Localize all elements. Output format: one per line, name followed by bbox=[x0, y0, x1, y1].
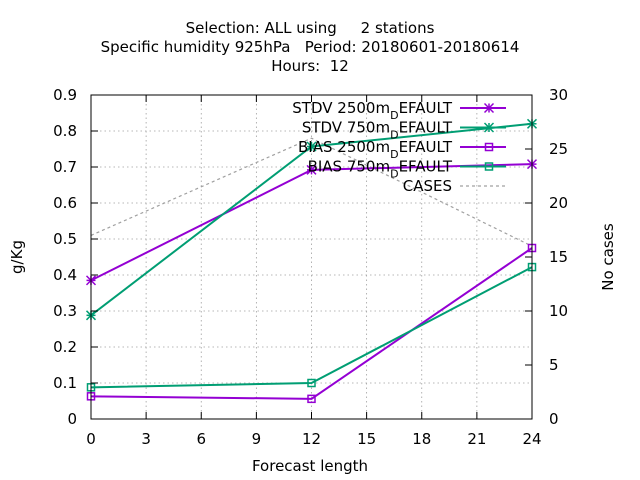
chart-title: Selection: ALL using 2 stations Specific… bbox=[101, 19, 520, 75]
legend-name: BIAS 750m bbox=[308, 158, 391, 176]
y2-tick-label: 15 bbox=[549, 248, 568, 266]
legend-name: BIAS 2500m bbox=[298, 138, 390, 156]
series-line bbox=[90, 137, 533, 247]
data-point bbox=[307, 378, 316, 388]
legend-item-cases: CASES bbox=[403, 177, 506, 195]
x-tick-label: 15 bbox=[357, 430, 376, 448]
series-line bbox=[90, 247, 533, 400]
y2-tick-label: 5 bbox=[549, 356, 559, 374]
legend-label: STDV 2500mDEFAULT bbox=[292, 99, 453, 122]
y-tick-label: 0.6 bbox=[53, 194, 77, 212]
x-tick-label: 9 bbox=[252, 430, 262, 448]
marker-stroke bbox=[483, 102, 495, 114]
legend-subscript: D bbox=[390, 129, 398, 142]
y-tick-label: 0.4 bbox=[53, 266, 77, 284]
legend-marker bbox=[484, 142, 494, 152]
y-tick-label: 0.5 bbox=[53, 230, 77, 248]
legend-suffix: EFAULT bbox=[399, 138, 453, 156]
legend-subscript: D bbox=[390, 148, 398, 161]
x-tick-label: 0 bbox=[86, 430, 96, 448]
y2-tick-label: 10 bbox=[549, 302, 568, 320]
legend-label: STDV 750mDEFAULT bbox=[302, 119, 453, 142]
legend-label: CASES bbox=[403, 177, 452, 195]
series-cases bbox=[90, 137, 533, 247]
x-tick-label: 3 bbox=[141, 430, 151, 448]
marker-stroke bbox=[306, 164, 317, 175]
series-line bbox=[90, 266, 533, 389]
y2-tick-label: 25 bbox=[549, 140, 568, 158]
y-tick-label: 0.3 bbox=[53, 302, 77, 320]
y-tick-label: 0.7 bbox=[53, 158, 77, 176]
y2-tick-label: 20 bbox=[549, 194, 568, 212]
y-tick-label: 0.8 bbox=[53, 122, 77, 140]
data-point bbox=[306, 141, 317, 152]
legend-suffix: EFAULT bbox=[399, 119, 453, 137]
y-tick-label: 0.2 bbox=[53, 338, 77, 356]
legend-name: CASES bbox=[403, 177, 452, 195]
y2-axis-label: No cases bbox=[599, 223, 617, 291]
y-axis-label: g/Kg bbox=[8, 240, 26, 274]
legend-item-bias-2500m: BIAS 2500mDEFAULT bbox=[298, 138, 506, 161]
legend-marker bbox=[483, 122, 495, 133]
x-tick-label: 6 bbox=[196, 430, 206, 448]
y2-tick-label: 0 bbox=[549, 410, 559, 428]
legend-label: BIAS 2500mDEFAULT bbox=[298, 138, 453, 161]
data-point bbox=[306, 164, 317, 175]
legend-suffix: EFAULT bbox=[399, 158, 453, 176]
x-axis-label: Forecast length bbox=[252, 457, 368, 475]
data-point bbox=[307, 394, 316, 404]
title-line-1: Selection: ALL using 2 stations bbox=[186, 19, 435, 37]
legend-item-stdv-2500m: STDV 2500mDEFAULT bbox=[292, 99, 506, 122]
x-tick-label: 24 bbox=[522, 430, 541, 448]
title-line-2: Specific humidity 925hPa Period: 2018060… bbox=[101, 38, 520, 56]
grid bbox=[91, 95, 532, 419]
axes: 0 3 6 9 12 15 18 21 24 0 0.1 0.2 0.3 0.4 0.5 0.6 0.7 0.8 0… bbox=[53, 86, 568, 448]
legend-marker bbox=[484, 162, 494, 171]
legend-name: STDV 750m bbox=[302, 119, 390, 137]
legend-subscript: D bbox=[390, 109, 398, 122]
legend-name: STDV 2500m bbox=[292, 99, 390, 117]
x-tick-label: 18 bbox=[412, 430, 431, 448]
series-bias-750m bbox=[86, 262, 537, 392]
y-tick-label: 0.1 bbox=[53, 374, 77, 392]
y2-tick-label: 30 bbox=[549, 86, 568, 104]
legend-suffix: EFAULT bbox=[399, 99, 453, 117]
marker-stroke bbox=[306, 141, 317, 152]
legend-item-stdv-750m: STDV 750mDEFAULT bbox=[302, 119, 506, 142]
y-tick-label: 0.9 bbox=[53, 86, 77, 104]
legend-item-bias-750m: BIAS 750mDEFAULT bbox=[308, 158, 506, 181]
x-tick-label: 12 bbox=[302, 430, 321, 448]
legend-label: BIAS 750mDEFAULT bbox=[308, 158, 453, 181]
y-tick-label: 0 bbox=[67, 410, 77, 428]
marker-stroke bbox=[483, 122, 495, 133]
legend-marker bbox=[483, 102, 495, 114]
x-tick-label: 21 bbox=[467, 430, 486, 448]
legend-subscript: D bbox=[390, 168, 398, 181]
title-line-3: Hours: 12 bbox=[271, 57, 349, 75]
